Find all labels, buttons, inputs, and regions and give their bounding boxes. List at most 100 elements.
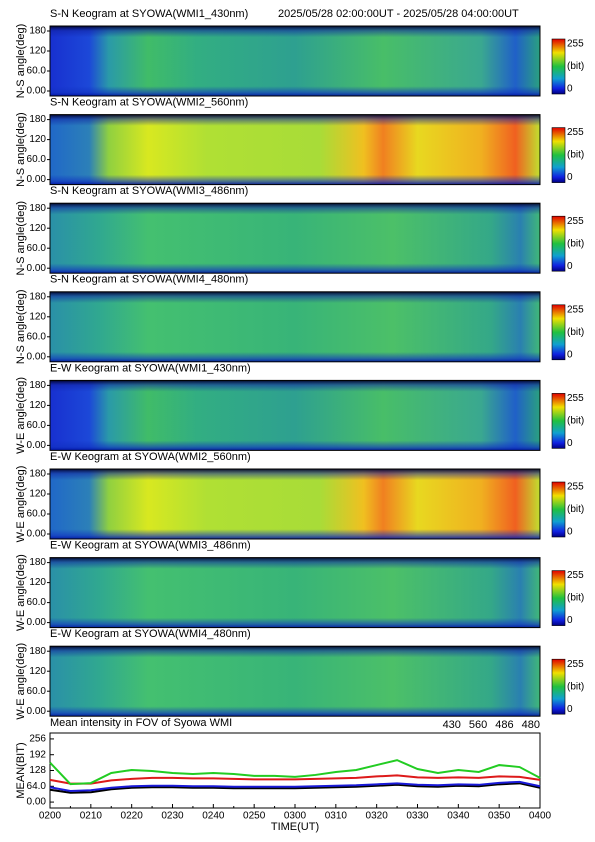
colorbar (551, 127, 566, 183)
date-range: 2025/05/28 02:00:00UT - 2025/05/28 04:00… (278, 8, 519, 20)
y-tick-label: 0.00 (27, 263, 47, 274)
y-tick-label: 120 (29, 400, 46, 411)
legend-entry: 560 (469, 719, 487, 731)
y-tick-label: 120 (29, 311, 46, 322)
x-tick-label: 0320 (366, 811, 389, 822)
panel-title: S-N Keogram at SYOWA(WMI2_560nm) (50, 97, 248, 109)
y-axis-label: N-S angle(deg) (15, 290, 27, 365)
keogram-shade (50, 557, 540, 628)
colorbar-tick-label: 255 (567, 216, 584, 227)
y-axis-label: N-S angle(deg) (15, 201, 27, 276)
series-line (49, 774, 541, 785)
colorbar-label: (bit) (567, 327, 584, 338)
y-tick-label: 120 (29, 666, 46, 677)
y-tick-label: 180 (29, 26, 46, 37)
series-line (49, 782, 541, 794)
y-tick-label: 60.0 (27, 66, 47, 77)
y-axis-label: MEAN(BIT) (15, 742, 27, 798)
legend-entry: 486 (495, 719, 513, 731)
keogram-shade (50, 646, 540, 717)
legend-entry: 480 (522, 719, 540, 731)
y-tick-label: 180 (29, 380, 46, 391)
colorbar-label: (bit) (567, 504, 584, 515)
colorbar-tick-label: 255 (567, 659, 584, 670)
colorbar-tick-label: 255 (567, 393, 584, 404)
colorbar-label: (bit) (567, 61, 584, 72)
colorbar (551, 658, 566, 715)
colorbar-tick-label: 0 (567, 84, 573, 95)
x-tick-label: 0240 (202, 811, 225, 822)
x-tick-label: 0310 (325, 811, 348, 822)
x-tick-label: 0220 (121, 811, 144, 822)
y-tick-label: 180 (29, 203, 46, 214)
colorbar-label: (bit) (567, 416, 584, 427)
plot-frame (49, 557, 541, 629)
y-tick-label: 180 (29, 291, 46, 302)
y-tick-label: 60.0 (27, 331, 47, 342)
y-tick-label: 180 (29, 557, 46, 568)
colorbar-tick-label: 0 (567, 527, 573, 538)
x-axis-label: TIME(UT) (271, 821, 319, 833)
y-tick-label: 256 (29, 734, 46, 745)
y-tick-label: 180 (29, 114, 46, 125)
x-tick-label: 0350 (488, 811, 511, 822)
y-tick-label: 120 (29, 223, 46, 234)
y-tick-label: 64.0 (27, 781, 47, 792)
y-axis-label: W-E angle(deg) (15, 643, 27, 720)
colorbar (551, 570, 566, 626)
colorbar-label: (bit) (567, 681, 584, 692)
y-tick-label: 120 (29, 577, 46, 588)
y-tick-label: 0.00 (27, 529, 47, 540)
panel-title: E-W Keogram at SYOWA(WMI2_560nm) (50, 451, 251, 463)
colorbar-tick-label: 255 (567, 127, 584, 138)
y-tick-label: 60.0 (27, 686, 47, 697)
colorbar-tick-label: 255 (567, 304, 584, 315)
y-tick-label: 180 (29, 469, 46, 480)
x-tick-label: 0340 (447, 811, 470, 822)
panel-title: E-W Keogram at SYOWA(WMI4_480nm) (50, 628, 251, 640)
y-tick-label: 128 (29, 765, 46, 776)
colorbar (551, 215, 566, 272)
x-tick-label: 0330 (406, 811, 429, 822)
x-tick-label: 0230 (161, 811, 184, 822)
colorbar-label: (bit) (567, 150, 584, 161)
plot-frame (49, 645, 541, 717)
series-line (49, 759, 541, 786)
plot-frame (49, 25, 541, 97)
y-tick-label: 60.0 (27, 597, 47, 608)
y-tick-label: 60.0 (27, 420, 47, 431)
plot-frame (49, 379, 541, 451)
keogram-shade (50, 114, 540, 185)
y-tick-label: 0.00 (27, 174, 47, 185)
x-tick-label: 0400 (529, 811, 552, 822)
colorbar-tick-label: 255 (567, 39, 584, 50)
keogram-shade (50, 26, 540, 96)
keogram-shade (50, 469, 540, 539)
keogram-shade (50, 380, 540, 451)
colorbar-tick-label: 0 (567, 261, 573, 272)
colorbar (551, 304, 566, 361)
x-tick-label: 0250 (243, 811, 266, 822)
y-tick-label: 180 (29, 646, 46, 657)
x-tick-label: 0210 (80, 811, 103, 822)
y-tick-label: 0.00 (27, 351, 47, 362)
y-tick-label: 120 (29, 134, 46, 145)
colorbar (551, 393, 566, 449)
panel-title: S-N Keogram at SYOWA(WMI3_486nm) (50, 185, 248, 197)
y-tick-label: 0.00 (27, 86, 47, 97)
x-tick-label: 0300 (284, 811, 307, 822)
colorbar (551, 481, 566, 538)
colorbar-label: (bit) (567, 238, 584, 249)
panel-title: E-W Keogram at SYOWA(WMI1_430nm) (50, 362, 251, 374)
y-axis-label: W-E angle(deg) (15, 377, 27, 454)
colorbar-tick-label: 0 (567, 438, 573, 449)
x-tick-label: 0200 (39, 811, 62, 822)
y-axis-label: W-E angle(deg) (15, 554, 27, 631)
y-tick-label: 0.00 (27, 617, 47, 628)
panel-title: E-W Keogram at SYOWA(WMI3_486nm) (50, 540, 251, 552)
legend-entry: 430 (443, 719, 461, 731)
y-tick-label: 120 (29, 46, 46, 57)
y-axis-label: W-E angle(deg) (15, 466, 27, 543)
panel-title: S-N Keogram at SYOWA(WMI1_430nm) (50, 8, 248, 20)
